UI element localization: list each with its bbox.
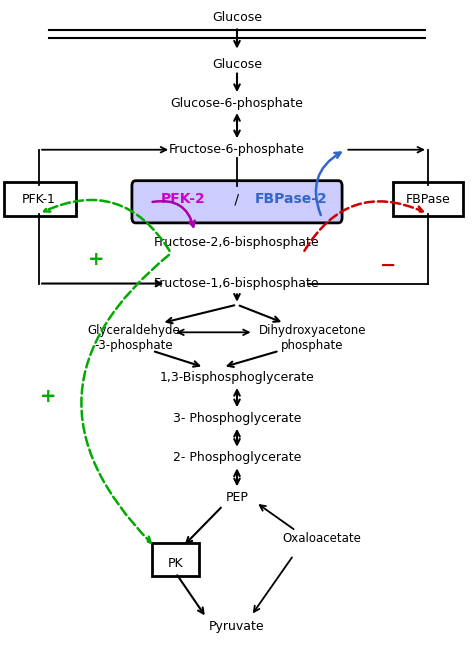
Text: Glucose: Glucose	[212, 58, 262, 71]
Text: FBPase: FBPase	[405, 193, 450, 206]
Text: 3- Phosphoglycerate: 3- Phosphoglycerate	[173, 412, 301, 424]
Text: +: +	[87, 250, 104, 269]
FancyBboxPatch shape	[4, 182, 76, 216]
Text: PFK-2: PFK-2	[160, 192, 205, 206]
Text: Glucose: Glucose	[212, 11, 262, 24]
Text: PEP: PEP	[226, 491, 248, 504]
Text: Fructose-2,6-bisphosphate: Fructose-2,6-bisphosphate	[154, 236, 320, 248]
Text: Fructose-1,6-bisphosphate: Fructose-1,6-bisphosphate	[154, 277, 320, 290]
Text: 1,3-Bisphosphoglycerate: 1,3-Bisphosphoglycerate	[160, 371, 314, 384]
Text: Oxaloacetate: Oxaloacetate	[283, 532, 361, 545]
Text: FBPase-2: FBPase-2	[255, 192, 328, 206]
Text: Fructose-6-phosphate: Fructose-6-phosphate	[169, 143, 305, 156]
Text: Glyceraldehyde
-3-phosphate: Glyceraldehyde -3-phosphate	[87, 324, 180, 352]
Text: Pyruvate: Pyruvate	[209, 620, 265, 633]
Text: Glucose-6-phosphate: Glucose-6-phosphate	[171, 97, 303, 110]
Text: PK: PK	[168, 557, 183, 569]
Text: Dihydroxyacetone
phosphate: Dihydroxyacetone phosphate	[259, 324, 366, 352]
FancyBboxPatch shape	[132, 181, 342, 223]
Text: −: −	[380, 256, 396, 275]
Text: +: +	[40, 387, 57, 406]
FancyBboxPatch shape	[152, 544, 199, 576]
Text: 2- Phosphoglycerate: 2- Phosphoglycerate	[173, 451, 301, 464]
Text: /: /	[230, 192, 244, 206]
FancyBboxPatch shape	[393, 182, 463, 216]
Text: PFK-1: PFK-1	[22, 193, 56, 206]
